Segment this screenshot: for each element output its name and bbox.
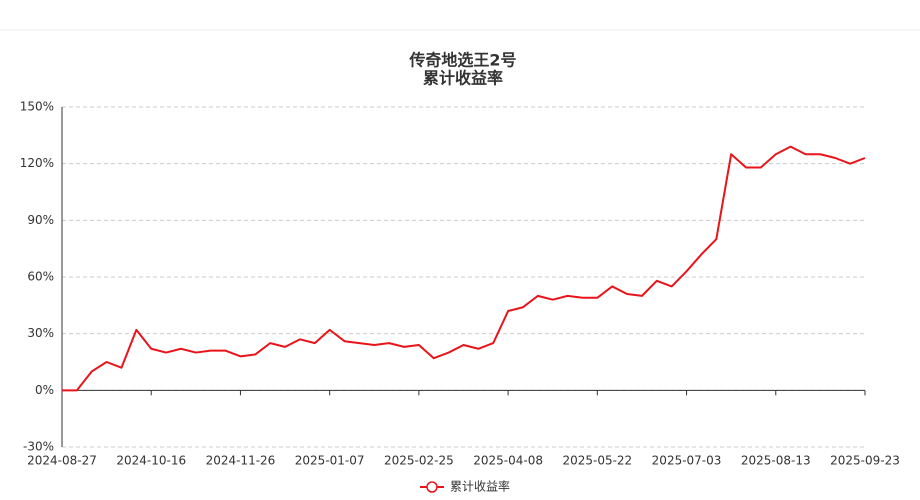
x-tick-label: 2025-08-13 — [741, 454, 811, 468]
legend-label: 累计收益率 — [450, 479, 510, 494]
x-tick-label: 2024-08-27 — [27, 454, 97, 468]
x-tick-label: 2025-05-22 — [562, 454, 632, 468]
y-tick-label: -30% — [23, 440, 54, 454]
y-tick-label: 90% — [27, 213, 54, 227]
x-tick-label: 2025-04-08 — [473, 454, 543, 468]
legend-marker — [426, 481, 438, 493]
x-tick-label: 2024-11-26 — [206, 454, 276, 468]
y-tick-label: 0% — [35, 383, 54, 397]
x-tick-label: 2025-01-07 — [295, 454, 365, 468]
y-tick-label: 30% — [27, 326, 54, 340]
x-tick-label: 2025-02-25 — [384, 454, 454, 468]
chart-title: 传奇地选王2号 — [408, 51, 516, 70]
x-tick-label: 2025-07-03 — [652, 454, 722, 468]
y-tick-label: 120% — [20, 156, 54, 170]
chart-subtitle: 累计收益率 — [423, 69, 503, 88]
y-tick-label: 150% — [20, 100, 54, 114]
x-tick-label: 2025-09-23 — [830, 454, 900, 468]
x-tick-label: 2024-10-16 — [116, 454, 186, 468]
line — [62, 145, 866, 392]
y-tick-label: 60% — [27, 270, 54, 284]
